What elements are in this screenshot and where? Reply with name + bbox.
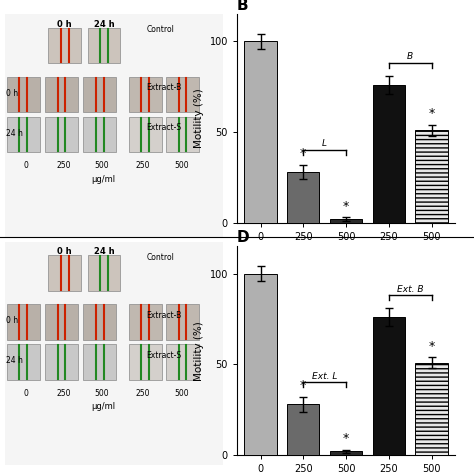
Text: 0: 0 [23,389,28,398]
Bar [416,130,447,223]
Bar [83,344,116,380]
Text: D: D [237,230,250,246]
Y-axis label: Motility (%): Motility (%) [194,89,204,148]
Bar [373,85,405,223]
Text: L: L [322,139,327,148]
Bar [45,77,78,112]
Bar [83,77,116,112]
Bar [7,77,40,112]
Y-axis label: Motility (%): Motility (%) [194,321,204,381]
Text: *: * [428,339,435,353]
Bar [45,344,78,380]
Text: 0 h: 0 h [6,89,18,98]
Text: 250: 250 [136,389,150,398]
Bar [287,404,319,455]
Text: B: B [237,0,249,13]
Bar [166,304,199,340]
Bar [48,255,81,291]
Text: 0 h: 0 h [6,316,18,325]
Bar [45,304,78,340]
Text: *: * [300,380,306,392]
Bar [83,304,116,340]
Bar [330,451,362,455]
Bar [7,344,40,380]
Bar [166,77,199,112]
Bar [330,219,362,223]
Bar [88,255,120,291]
Text: 0: 0 [23,161,28,170]
Text: 500: 500 [94,389,109,398]
Text: 0 h: 0 h [57,247,72,256]
Bar [129,304,162,340]
Text: 24 h: 24 h [6,356,23,365]
Bar [45,117,78,152]
Text: *: * [343,200,349,213]
Bar [7,304,40,340]
Text: 24 h: 24 h [6,129,23,138]
Bar [83,117,116,152]
Bar [166,344,199,380]
Bar [166,117,199,152]
Text: *: * [343,432,349,445]
Bar [129,117,162,152]
Bar [373,317,405,455]
Text: μg/ml: μg/ml [91,402,115,411]
Bar [48,27,81,63]
Bar [129,77,162,112]
Text: 24 h: 24 h [94,20,114,29]
Bar [88,27,120,63]
Bar [7,117,40,152]
Bar [287,172,319,223]
Text: 24 h: 24 h [94,247,114,256]
Text: 250: 250 [56,161,71,170]
Text: Ext. L: Ext. L [312,372,337,381]
Text: 250: 250 [136,161,150,170]
Text: 500: 500 [174,161,189,170]
Text: Extract-B: Extract-B [146,83,182,92]
Text: 500: 500 [174,389,189,398]
Text: 500: 500 [94,161,109,170]
Text: Control: Control [146,25,174,34]
Text: 0 h: 0 h [57,20,72,29]
Text: B: B [407,52,413,61]
Text: Control: Control [146,253,174,262]
Bar [245,41,276,223]
Text: Extract-S: Extract-S [146,123,182,132]
Text: Ext. B: Ext. B [397,284,423,293]
Text: Extract-S: Extract-S [146,351,182,360]
Bar [245,273,276,455]
Bar [416,363,447,455]
Text: μg/ml: μg/ml [91,174,115,183]
X-axis label: Extract (μg/ml): Extract (μg/ml) [307,247,385,257]
Text: *: * [428,107,435,120]
Text: Extract-B: Extract-B [146,311,182,320]
Text: *: * [300,147,306,160]
Bar [129,344,162,380]
Text: 250: 250 [56,389,71,398]
